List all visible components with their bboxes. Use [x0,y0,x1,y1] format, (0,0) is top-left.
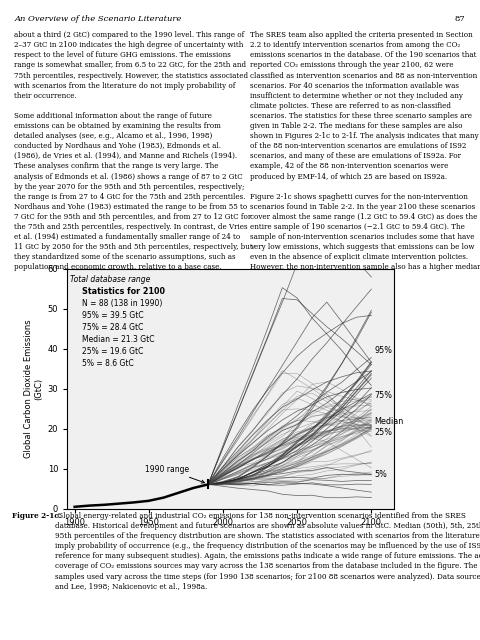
Text: 95%: 95% [374,346,392,355]
Text: 75% = 28.4 GtC: 75% = 28.4 GtC [82,323,144,332]
Text: Statistics for 2100: Statistics for 2100 [82,287,165,296]
Text: N = 88 (138 in 1990): N = 88 (138 in 1990) [82,299,162,308]
Text: 75%: 75% [374,390,392,400]
Text: 95% = 39.5 GtC: 95% = 39.5 GtC [82,311,144,320]
Text: Total database range: Total database range [70,275,151,284]
Text: Global energy-related and industrial CO₂ emissions for 138 non-intervention scen: Global energy-related and industrial CO₂… [55,512,480,591]
Text: 5% = 8.6 GtC: 5% = 8.6 GtC [82,359,134,368]
Text: The SRES team also applied the criteria presented in Section
2.2 to identify int: The SRES team also applied the criteria … [250,31,480,271]
Text: 5%: 5% [374,470,387,479]
Text: 25% = 19.6 GtC: 25% = 19.6 GtC [82,347,144,356]
Text: Median
25%: Median 25% [374,417,404,436]
Text: 87: 87 [455,15,466,22]
Text: Figure 2-1c:: Figure 2-1c: [12,512,61,520]
Text: 1990 range: 1990 range [144,465,204,483]
Text: about a third (2 GtC) compared to the 1990 level. This range of
2–37 GtC in 2100: about a third (2 GtC) compared to the 19… [14,31,253,271]
Y-axis label: Global Carbon Dioxide Emissions
(GtC): Global Carbon Dioxide Emissions (GtC) [24,319,43,458]
Text: Median = 21.3 GtC: Median = 21.3 GtC [82,335,155,344]
Text: An Overview of the Scenario Literature: An Overview of the Scenario Literature [14,15,182,22]
